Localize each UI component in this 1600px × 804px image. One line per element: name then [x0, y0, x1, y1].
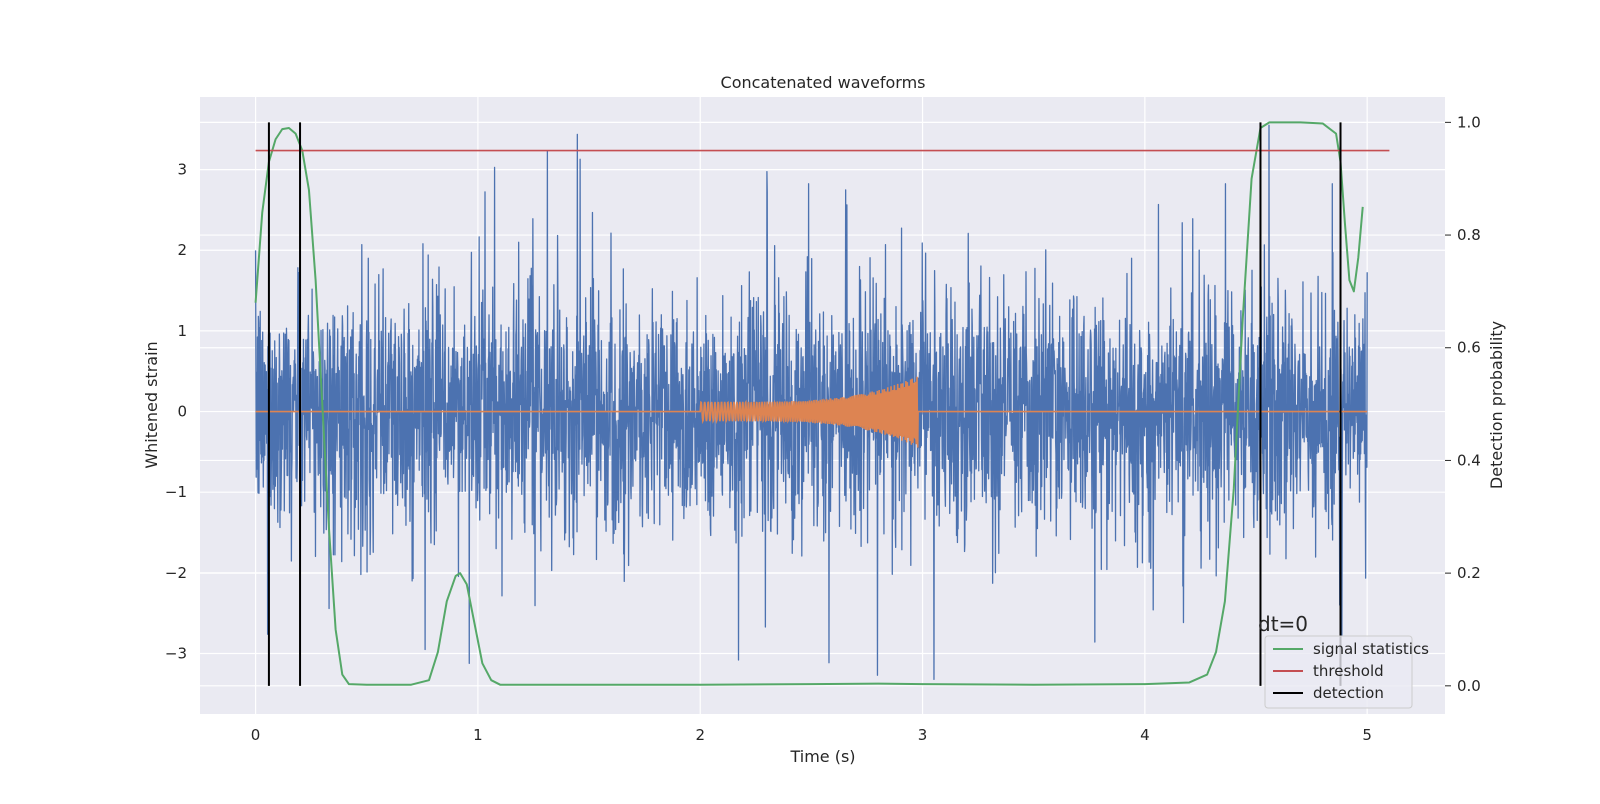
y-right-tick-label: 0.6	[1457, 339, 1481, 357]
x-tick-label: 3	[918, 726, 928, 744]
y-left-tick-label: −1	[165, 483, 187, 501]
y-right-tick-label: 0.0	[1457, 677, 1481, 695]
x-axis-ticks: 0 1 2 3 4 5	[251, 726, 1372, 744]
annotation-dt: dt=0	[1258, 612, 1308, 636]
noise-line	[254, 124, 1368, 681]
chart-title: Concatenated waveforms	[721, 73, 926, 92]
x-tick-label: 5	[1362, 726, 1372, 744]
y-left-axis-ticks: −3 −2 −1 0 1 2 3	[165, 161, 187, 663]
legend-label-threshold: threshold	[1313, 662, 1384, 680]
y-right-tick-label: 0.4	[1457, 451, 1481, 469]
legend-label-signal-statistics: signal statistics	[1313, 640, 1429, 658]
x-tick-label: 1	[473, 726, 483, 744]
legend: signal statistics threshold detection	[1264, 635, 1429, 709]
series-noise	[254, 124, 1368, 681]
y-right-tick-label: 0.8	[1457, 226, 1481, 244]
y-right-axis-ticks: 0.0 0.2 0.4 0.6 0.8 1.0	[1445, 113, 1481, 695]
signal-statistics-line	[254, 121, 1364, 686]
y-left-tick-label: 0	[177, 403, 187, 421]
y-right-tick-label: 1.0	[1457, 113, 1481, 131]
y-left-tick-label: 3	[177, 161, 187, 179]
y-left-tick-label: −2	[165, 564, 187, 582]
legend-label-detection: detection	[1313, 684, 1384, 702]
y-left-tick-label: 2	[177, 241, 187, 259]
y-right-axis-label: Detection probability	[1487, 321, 1506, 489]
x-axis-label: Time (s)	[789, 747, 855, 766]
y-left-axis-label: Whitened strain	[142, 341, 161, 468]
series-signal-statistics	[254, 121, 1364, 686]
y-left-tick-label: 1	[177, 322, 187, 340]
x-tick-label: 4	[1140, 726, 1150, 744]
y-right-tick-label: 0.2	[1457, 564, 1481, 582]
chirp-line	[255, 376, 1368, 448]
series-detection	[267, 122, 1342, 686]
series-chirp	[255, 376, 1368, 448]
y-left-tick-label: −3	[165, 645, 187, 663]
x-tick-label: 2	[695, 726, 705, 744]
x-tick-label: 0	[251, 726, 261, 744]
legend-box	[1264, 635, 1413, 709]
